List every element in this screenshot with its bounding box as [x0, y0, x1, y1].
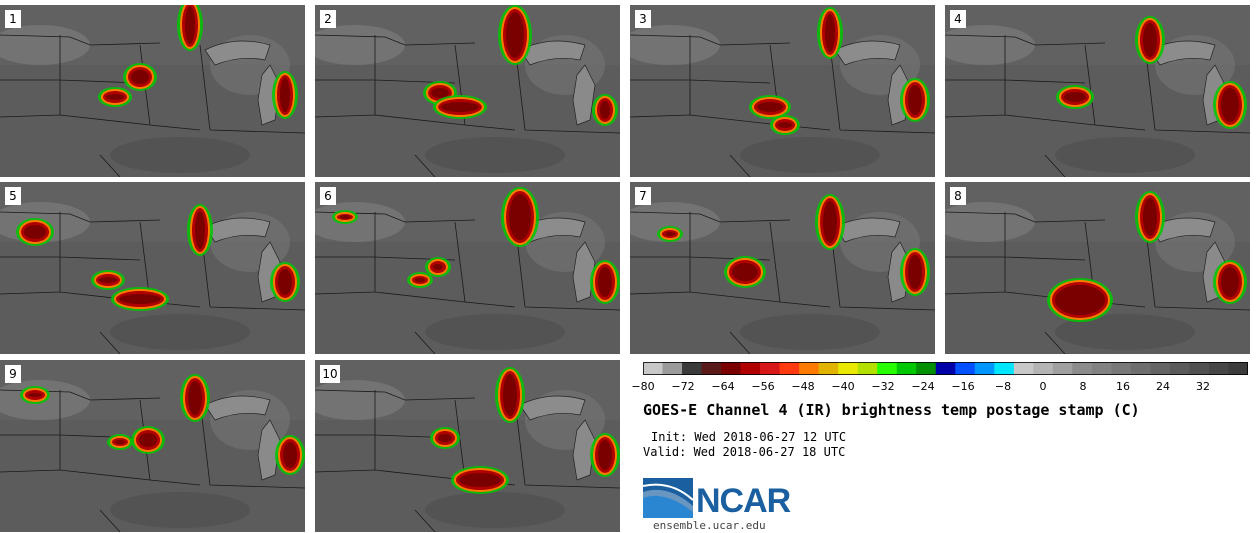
- panel-label-3: 3: [635, 10, 651, 28]
- satellite-panel-1: 1: [0, 5, 305, 177]
- colorbar-segment: [1033, 362, 1054, 375]
- colorbar-segment: [721, 362, 742, 375]
- panel-label-2: 2: [320, 10, 336, 28]
- ir-imagery: [630, 5, 935, 177]
- ncar-url: ensemble.ucar.edu: [653, 519, 766, 532]
- colorbar-segment: [994, 362, 1015, 375]
- ir-imagery: [315, 5, 620, 177]
- colorbar-tick-label: −64: [711, 380, 735, 393]
- colorbar-segment: [1111, 362, 1132, 375]
- satellite-panel-4: 4: [945, 5, 1250, 177]
- satellite-panel-7: 7: [630, 182, 935, 354]
- colorbar-segment: [1150, 362, 1171, 375]
- ir-imagery: [0, 360, 305, 532]
- colorbar-segment: [935, 362, 956, 375]
- ir-imagery: [945, 182, 1250, 354]
- satellite-panel-5: 5: [0, 182, 305, 354]
- panel-label-10: 10: [320, 365, 340, 383]
- ir-imagery: [0, 5, 305, 177]
- ir-imagery: [630, 182, 935, 354]
- colorbar-segment: [799, 362, 820, 375]
- colorbar-segment: [916, 362, 937, 375]
- colorbar-tick-label: −56: [751, 380, 775, 393]
- colorbar-segment: [1091, 362, 1112, 375]
- colorbar-segment: [974, 362, 995, 375]
- colorbar-segment: [955, 362, 976, 375]
- panel-label-1: 1: [5, 10, 21, 28]
- colorbar-tick-label: 0: [1039, 380, 1047, 393]
- colorbar-segment: [682, 362, 703, 375]
- colorbar-segment: [662, 362, 683, 375]
- colorbar-tick-label: −72: [671, 380, 695, 393]
- colorbar-tick-label: 24: [1156, 380, 1170, 393]
- colorbar-segment: [896, 362, 917, 375]
- panel-label-6: 6: [320, 187, 336, 205]
- satellite-panel-9: 9: [0, 360, 305, 532]
- colorbar-tick-label: 16: [1116, 380, 1130, 393]
- panel-label-5: 5: [5, 187, 21, 205]
- satellite-panel-3: 3: [630, 5, 935, 177]
- panel-label-4: 4: [950, 10, 966, 28]
- ncar-logo-icon: [643, 478, 693, 518]
- panel-label-9: 9: [5, 365, 21, 383]
- colorbar-tick-label: −24: [911, 380, 935, 393]
- colorbar-segment: [1013, 362, 1034, 375]
- colorbar-tick-label: 32: [1196, 380, 1210, 393]
- ncar-logo-text: NCAR: [696, 482, 791, 520]
- panel-label-7: 7: [635, 187, 651, 205]
- satellite-panel-2: 2: [315, 5, 620, 177]
- colorbar-ticks: −80 −72 −64 −56 −48 −40 −32 −24 −16 −8 0 8 16 24 32: [630, 380, 1255, 394]
- ir-imagery: [945, 5, 1250, 177]
- colorbar-segment: [1228, 362, 1248, 375]
- colorbar-segment: [740, 362, 761, 375]
- colorbar-segment: [1189, 362, 1210, 375]
- valid-time: Valid: Wed 2018-06-27 18 UTC: [643, 445, 846, 459]
- colorbar-segment: [877, 362, 898, 375]
- colorbar-outline: [643, 362, 1248, 375]
- colorbar-segment: [838, 362, 859, 375]
- colorbar-tick-label: 8: [1079, 380, 1087, 393]
- colorbar-segment: [1208, 362, 1229, 375]
- colorbar-segment: [760, 362, 781, 375]
- colorbar-segment: [701, 362, 722, 375]
- ir-imagery: [0, 182, 305, 354]
- ir-imagery: [315, 360, 620, 532]
- colorbar-segment: [1072, 362, 1093, 375]
- colorbar-segment: [857, 362, 878, 375]
- colorbar-segment: [818, 362, 839, 375]
- colorbar-segment: [1169, 362, 1190, 375]
- satellite-panel-8: 8: [945, 182, 1250, 354]
- figure-title: GOES-E Channel 4 (IR) brightness temp po…: [643, 401, 1140, 419]
- colorbar-tick-label: −40: [831, 380, 855, 393]
- colorbar-tick-label: −16: [951, 380, 975, 393]
- panel-label-8: 8: [950, 187, 966, 205]
- colorbar-segment: [779, 362, 800, 375]
- ir-imagery: [315, 182, 620, 354]
- colorbar-segment: [1130, 362, 1151, 375]
- colorbar: [643, 362, 1248, 375]
- colorbar-tick-label: −48: [791, 380, 815, 393]
- satellite-panel-10: 10: [315, 360, 620, 532]
- init-time: Init: Wed 2018-06-27 12 UTC: [651, 430, 847, 444]
- colorbar-tick-label: −80: [631, 380, 655, 393]
- colorbar-tick-label: −32: [871, 380, 895, 393]
- colorbar-tick-label: −8: [994, 380, 1012, 393]
- satellite-panel-6: 6: [315, 182, 620, 354]
- colorbar-segment: [643, 362, 664, 375]
- colorbar-segment: [1052, 362, 1073, 375]
